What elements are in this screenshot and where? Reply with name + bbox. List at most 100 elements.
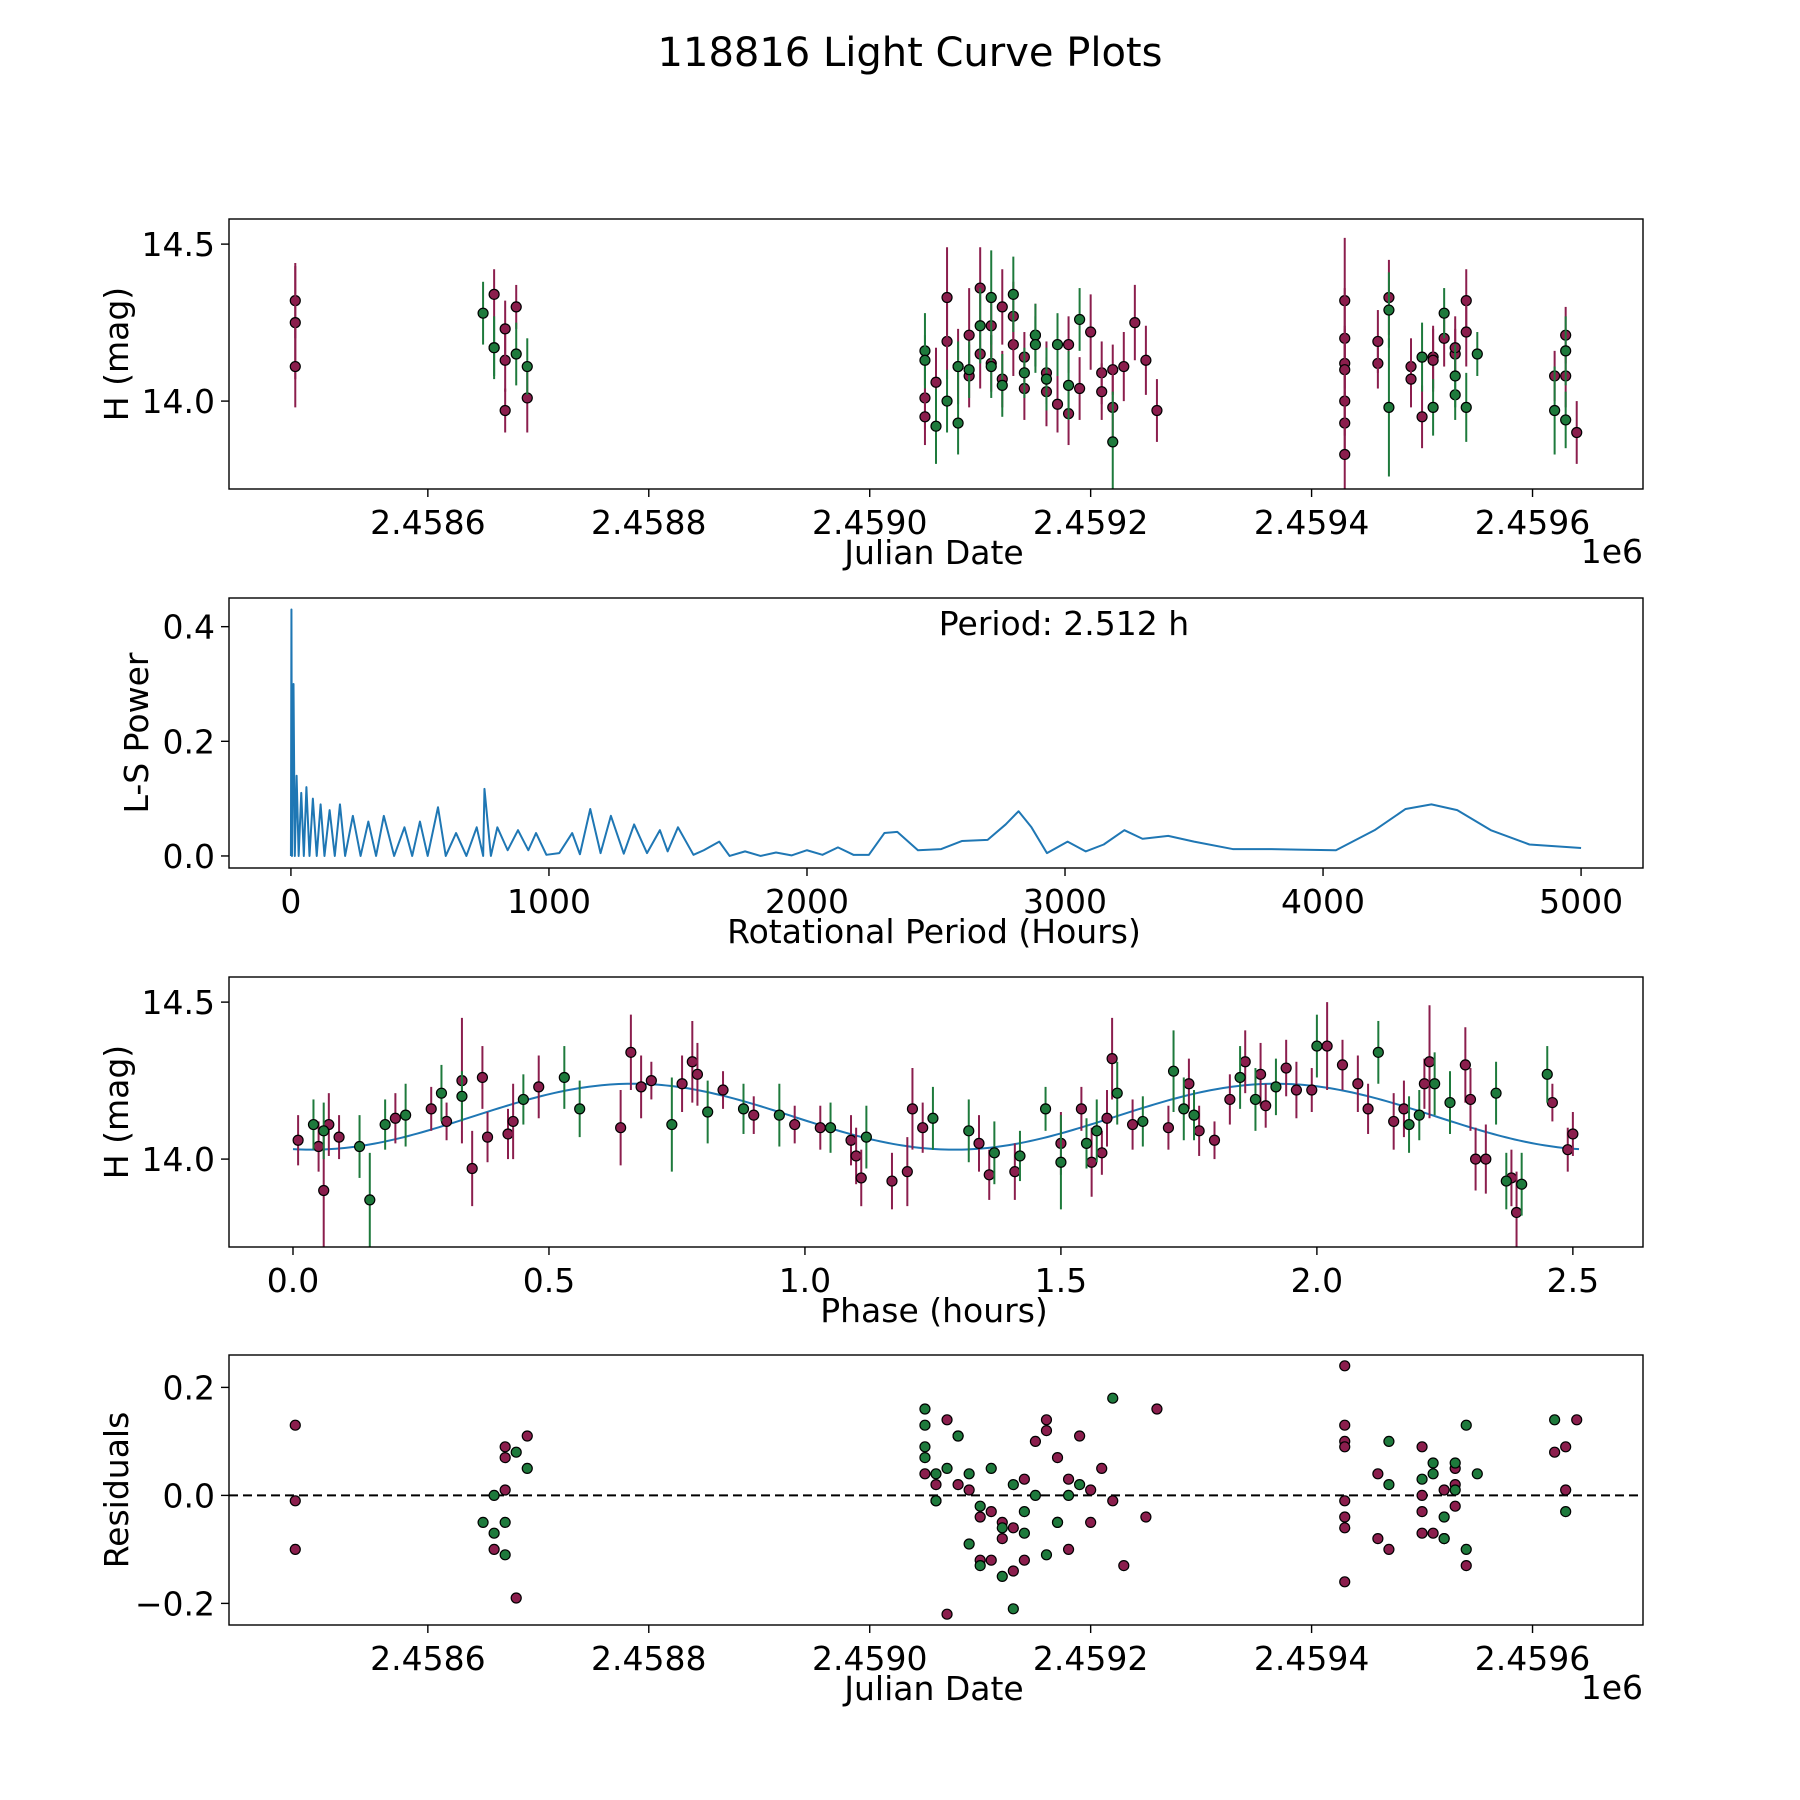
panel-residuals: 2.4586 2.4588 2.4590 2.4592 2.4594 2.4596 −0.2… [97,1354,1644,1708]
data-point-green [510,1446,522,1458]
data-point-maroon [510,301,522,313]
data-point-maroon [1224,1093,1236,1106]
data-point-green [1416,1473,1428,1485]
data-point-maroon [1254,1068,1267,1080]
data-point-maroon [1469,1153,1482,1165]
data-point-maroon [789,1118,801,1131]
data-point-green [1074,1478,1086,1491]
data-point-maroon [1096,1462,1108,1475]
data-point-maroon [1418,1078,1430,1090]
data-point-maroon [1560,1484,1572,1496]
data-point-maroon [499,323,511,335]
data-point-green [456,1090,468,1102]
data-point-maroon [1107,1495,1119,1507]
x-tick-label: 1.0 [779,1261,831,1300]
data-point-green [1449,1457,1461,1469]
y-tick-label: 14.5 [142,225,215,264]
y-tick-label: −0.2 [135,1584,215,1623]
data-point-green [1080,1137,1093,1149]
data-point-green [985,1462,997,1475]
data-point-maroon [1438,1484,1450,1496]
data-point-maroon [1162,1122,1175,1134]
data-point-maroon [389,1112,401,1124]
data-point-maroon [855,1172,867,1184]
data-point-green [1444,1096,1456,1109]
data-point-green [477,1516,489,1529]
data-point-green [1438,1532,1450,1545]
x-tick-label: 1000 [507,882,591,921]
data-point-maroon [488,1543,500,1556]
data-point-maroon [1183,1078,1195,1090]
data-point-green [1383,1478,1395,1491]
data-point-maroon [1085,1516,1097,1529]
data-point-maroon [1423,1056,1436,1068]
x-tick-label: 2.4590 [812,1639,927,1678]
data-point-maroon [906,1103,919,1115]
data-point-maroon [1339,1495,1351,1507]
data-point-maroon [963,329,975,341]
data-point-maroon [1339,1360,1351,1372]
data-point-maroon [1096,386,1108,398]
data-point-green [1471,1468,1483,1480]
panel-phased-light-curve: 0.0 0.5 1.0 1.5 2.0 2.5 14.0 14.5 Phase (hours) H… [97,976,1644,1330]
data-point-maroon [1510,1206,1523,1219]
data-point-green [574,1103,586,1115]
data-point-maroon [1416,1441,1428,1453]
data-point-green [558,1071,570,1084]
data-point-green [1541,1068,1553,1080]
x-tick-label: 5000 [1539,882,1623,921]
data-point-green [1560,345,1572,357]
x-tick-label: 2.4586 [370,1639,485,1678]
data-point-green [963,1538,975,1550]
data-point-green [1111,1087,1123,1099]
data-point-maroon [289,1543,301,1556]
data-point-maroon [919,411,931,423]
periodogram-line [289,608,1582,857]
data-point-maroon [1562,1144,1574,1156]
data-point-maroon [676,1078,688,1090]
data-point-green [985,360,997,373]
axes-frame [228,976,1644,1248]
figure-title: 118816 Light Curve Plots [658,30,1163,76]
panel-data-area [292,1002,1580,1247]
data-point-maroon [1086,1156,1098,1168]
data-point-maroon [1571,1414,1583,1426]
data-point-green [1449,1484,1461,1496]
data-point-green [1471,348,1483,360]
data-point-maroon [1339,1441,1351,1453]
data-point-maroon [930,1478,942,1491]
data-point-maroon [1051,398,1064,410]
panel-data-area [289,608,1582,857]
data-point-green [1137,1115,1149,1128]
data-point-maroon [1567,1128,1579,1140]
y-axis-title: L-S Power [117,652,156,813]
data-point-maroon [1546,1096,1558,1109]
data-point-maroon [952,1478,964,1491]
data-point-green [477,307,489,319]
data-point-maroon [1560,1441,1572,1453]
data-point-maroon [1193,1125,1205,1137]
x-tick-label: 1.5 [1035,1261,1087,1300]
data-point-maroon [1018,1473,1030,1485]
x-tick-label: 2.5 [1547,1261,1599,1300]
fit-curve [292,1082,1580,1151]
data-point-maroon [1460,1559,1472,1572]
data-point-green [988,1147,1000,1159]
data-point-green [1074,313,1086,326]
data-point-green [1372,1046,1384,1058]
data-point-green [1311,1040,1323,1052]
data-point-maroon [1306,1084,1318,1096]
data-point-green [1039,1103,1052,1115]
data-point-green [1460,1419,1472,1431]
data-point-green [963,1468,975,1480]
data-point-maroon [521,1430,533,1442]
data-point-green [364,1194,376,1206]
data-point-green [1490,1087,1502,1099]
data-point-maroon [1339,1419,1351,1431]
data-point-green [824,1122,837,1134]
panel-data-area [229,1360,1643,1620]
data-point-maroon [901,1166,913,1178]
data-point-green [1018,367,1030,379]
y-tick-label: 0.4 [163,608,215,647]
data-point-maroon [1074,1430,1086,1442]
